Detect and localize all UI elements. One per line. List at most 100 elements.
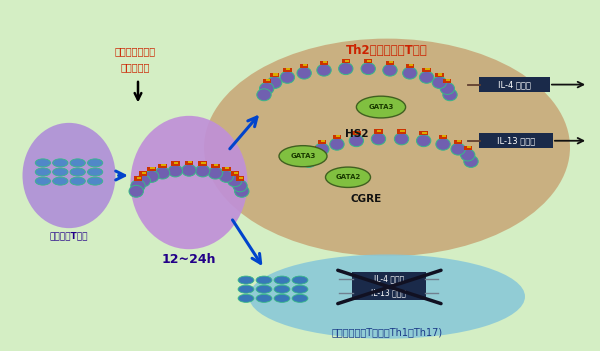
Ellipse shape bbox=[182, 164, 196, 176]
Ellipse shape bbox=[196, 165, 210, 177]
Ellipse shape bbox=[371, 133, 386, 145]
FancyBboxPatch shape bbox=[397, 130, 406, 134]
Ellipse shape bbox=[274, 276, 290, 284]
Ellipse shape bbox=[260, 82, 274, 94]
Ellipse shape bbox=[302, 155, 316, 167]
Ellipse shape bbox=[88, 159, 103, 167]
Ellipse shape bbox=[168, 165, 182, 177]
Ellipse shape bbox=[325, 167, 371, 187]
FancyBboxPatch shape bbox=[283, 68, 292, 72]
FancyBboxPatch shape bbox=[479, 133, 553, 148]
FancyBboxPatch shape bbox=[151, 167, 155, 170]
Ellipse shape bbox=[70, 168, 85, 176]
Ellipse shape bbox=[432, 77, 446, 88]
FancyBboxPatch shape bbox=[320, 140, 325, 142]
FancyBboxPatch shape bbox=[199, 161, 207, 166]
Ellipse shape bbox=[274, 294, 290, 302]
Ellipse shape bbox=[292, 285, 308, 293]
Ellipse shape bbox=[70, 177, 85, 185]
FancyBboxPatch shape bbox=[222, 167, 230, 171]
Ellipse shape bbox=[440, 82, 454, 94]
Ellipse shape bbox=[88, 177, 103, 185]
Ellipse shape bbox=[349, 135, 364, 147]
Ellipse shape bbox=[464, 155, 478, 167]
FancyBboxPatch shape bbox=[352, 286, 426, 300]
FancyBboxPatch shape bbox=[419, 131, 428, 135]
FancyBboxPatch shape bbox=[442, 135, 446, 137]
Ellipse shape bbox=[53, 177, 68, 185]
FancyBboxPatch shape bbox=[422, 132, 427, 134]
Text: GATA2: GATA2 bbox=[335, 174, 361, 180]
FancyBboxPatch shape bbox=[457, 140, 461, 142]
FancyBboxPatch shape bbox=[443, 79, 451, 83]
Ellipse shape bbox=[268, 77, 282, 88]
FancyBboxPatch shape bbox=[214, 164, 218, 166]
Ellipse shape bbox=[436, 138, 450, 150]
Text: 12~24h: 12~24h bbox=[162, 253, 216, 266]
FancyBboxPatch shape bbox=[137, 177, 141, 179]
Ellipse shape bbox=[292, 276, 308, 284]
Ellipse shape bbox=[274, 285, 290, 293]
FancyBboxPatch shape bbox=[333, 135, 341, 139]
Ellipse shape bbox=[338, 63, 353, 75]
Ellipse shape bbox=[305, 149, 319, 161]
Ellipse shape bbox=[361, 63, 376, 75]
FancyBboxPatch shape bbox=[352, 272, 426, 286]
FancyBboxPatch shape bbox=[303, 64, 307, 66]
Ellipse shape bbox=[204, 39, 570, 256]
FancyBboxPatch shape bbox=[142, 172, 146, 174]
Ellipse shape bbox=[297, 67, 311, 79]
FancyBboxPatch shape bbox=[266, 79, 270, 81]
FancyBboxPatch shape bbox=[188, 161, 192, 163]
Text: IL-4 遗伝子: IL-4 遗伝子 bbox=[499, 80, 531, 89]
FancyBboxPatch shape bbox=[202, 162, 206, 164]
FancyBboxPatch shape bbox=[435, 73, 443, 77]
Text: GATA3: GATA3 bbox=[368, 104, 394, 110]
FancyBboxPatch shape bbox=[364, 59, 373, 64]
FancyBboxPatch shape bbox=[263, 79, 271, 83]
Ellipse shape bbox=[155, 167, 170, 179]
Ellipse shape bbox=[131, 180, 145, 192]
FancyBboxPatch shape bbox=[389, 61, 393, 63]
Ellipse shape bbox=[280, 71, 295, 83]
Ellipse shape bbox=[314, 143, 329, 155]
FancyBboxPatch shape bbox=[479, 77, 550, 92]
Ellipse shape bbox=[35, 159, 50, 167]
Ellipse shape bbox=[88, 168, 103, 176]
FancyBboxPatch shape bbox=[467, 146, 471, 148]
Ellipse shape bbox=[403, 67, 417, 79]
Ellipse shape bbox=[131, 116, 248, 249]
FancyBboxPatch shape bbox=[139, 171, 148, 176]
Text: 花粉などの抗原: 花粉などの抗原 bbox=[115, 46, 155, 56]
Ellipse shape bbox=[53, 168, 68, 176]
FancyBboxPatch shape bbox=[341, 59, 350, 64]
Ellipse shape bbox=[145, 171, 159, 183]
Ellipse shape bbox=[208, 167, 223, 179]
Ellipse shape bbox=[129, 185, 143, 197]
Ellipse shape bbox=[356, 96, 406, 118]
FancyBboxPatch shape bbox=[233, 172, 238, 174]
FancyBboxPatch shape bbox=[446, 79, 450, 81]
Ellipse shape bbox=[292, 294, 308, 302]
Ellipse shape bbox=[238, 285, 254, 293]
FancyBboxPatch shape bbox=[344, 60, 349, 62]
Ellipse shape bbox=[257, 89, 271, 101]
FancyBboxPatch shape bbox=[158, 164, 167, 168]
FancyBboxPatch shape bbox=[185, 161, 193, 165]
FancyBboxPatch shape bbox=[311, 146, 315, 148]
Text: GATA3: GATA3 bbox=[290, 153, 316, 159]
Ellipse shape bbox=[256, 276, 272, 284]
Text: ナイーブT細胞: ナイーブT細胞 bbox=[50, 232, 88, 241]
FancyBboxPatch shape bbox=[211, 164, 220, 168]
FancyBboxPatch shape bbox=[422, 68, 431, 72]
Ellipse shape bbox=[219, 171, 233, 183]
FancyBboxPatch shape bbox=[308, 146, 316, 150]
Text: による刺激: による刺激 bbox=[121, 62, 149, 72]
Ellipse shape bbox=[235, 185, 249, 197]
FancyBboxPatch shape bbox=[406, 64, 414, 68]
Ellipse shape bbox=[238, 276, 254, 284]
FancyBboxPatch shape bbox=[236, 176, 244, 180]
FancyBboxPatch shape bbox=[286, 68, 290, 70]
Text: Th2型ヘルパーT細胞: Th2型ヘルパーT細胞 bbox=[346, 44, 428, 57]
Ellipse shape bbox=[383, 64, 397, 76]
